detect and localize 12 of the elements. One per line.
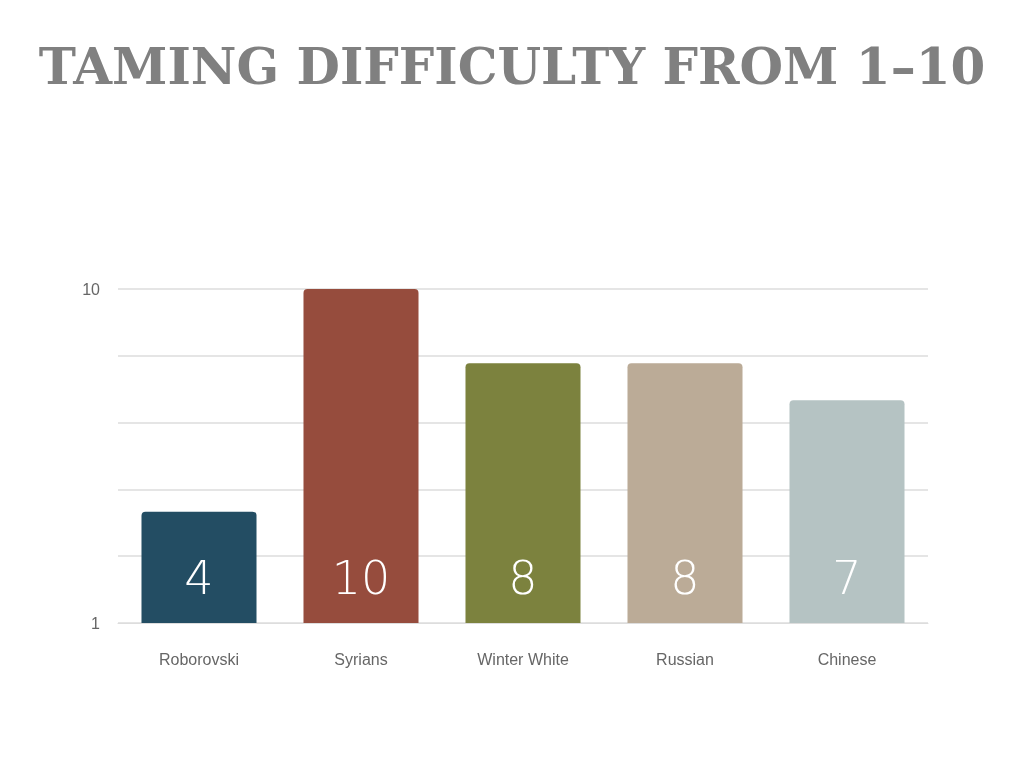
x-tick-label: Syrians — [334, 650, 388, 668]
x-tick-label: Winter White — [477, 650, 569, 668]
x-tick-label: Russian — [656, 650, 714, 668]
data-label: 10 — [331, 551, 391, 605]
data-label: 8 — [670, 551, 700, 605]
data-label: 8 — [508, 551, 538, 605]
x-tick-label: Chinese — [817, 650, 877, 668]
y-tick-label: 1 — [91, 614, 101, 632]
data-label: 7 — [832, 551, 862, 605]
data-label: 4 — [184, 551, 214, 605]
x-tick-label: Roborovski — [158, 650, 240, 668]
chart-title: TAMING DIFFICULTY FROM 1–10 — [38, 36, 986, 96]
